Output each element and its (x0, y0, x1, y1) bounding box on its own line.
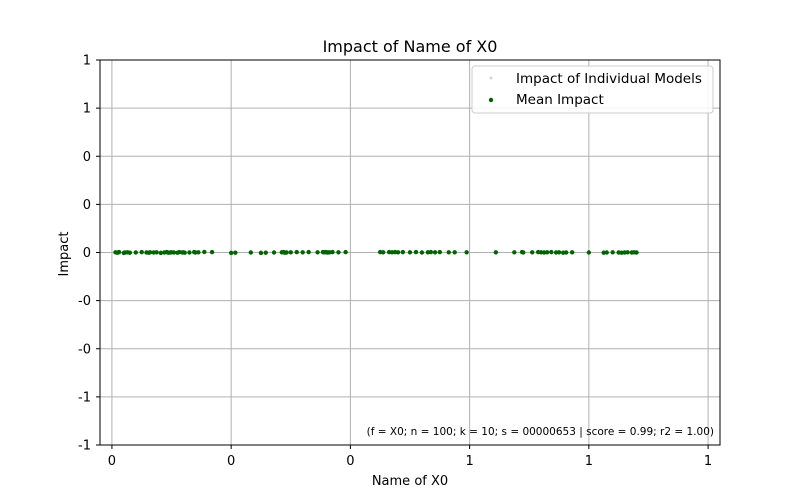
mean-impact-point (233, 250, 238, 255)
mean-impact-point (228, 250, 234, 256)
mean-impact-point (315, 250, 320, 255)
chart-title: Impact of Name of X0 (323, 37, 498, 56)
mean-impact-point (407, 250, 413, 255)
mean-impact-point (521, 250, 526, 255)
x-tick-label: 0 (227, 454, 235, 469)
mean-impact-point (202, 249, 207, 255)
x-axis-label: Name of X0 (372, 474, 448, 489)
axis-ticks: 0 0 0 1 1 1 1 1 0 0 0 -0 -0 -1 -1 (78, 54, 712, 470)
y-tick-label: 1 (83, 54, 91, 69)
mean-impact-point (139, 249, 144, 255)
mean-impact-point (400, 249, 406, 255)
model-stats-annotation: (f = X0; n = 100; k = 10; s = 00000653 |… (367, 426, 714, 438)
mean-impact-point (452, 250, 457, 255)
mean-impact-point (549, 249, 554, 255)
mean-impact-point (182, 250, 187, 255)
mean-impact-point (248, 250, 254, 255)
y-tick-label: -1 (78, 439, 91, 454)
mean-impact-point (288, 250, 293, 255)
legend-label-mean: Mean Impact (516, 92, 604, 108)
y-axis-label: Impact (57, 232, 72, 277)
legend-box (471, 65, 714, 114)
mean-impact-point (419, 250, 425, 255)
legend: Impact of Individual Models Mean Impact (471, 65, 714, 114)
mean-impact-point (284, 250, 289, 255)
mean-impact-point (446, 250, 451, 255)
y-tick-label: 0 (83, 198, 91, 213)
y-tick-label: 0 (83, 150, 91, 165)
y-tick-label: 0 (83, 246, 91, 261)
mean-impact-point (263, 250, 268, 255)
mean-impact-point (556, 250, 562, 255)
mean-impact-point (569, 250, 575, 255)
mean-impact-point (209, 249, 215, 255)
mean-impact-point (544, 250, 550, 255)
mean-impact-point (154, 250, 159, 255)
mean-impact-point (196, 250, 201, 255)
x-tick-label: 1 (465, 454, 473, 469)
x-tick-label: 1 (704, 454, 712, 469)
mean-impact-point (493, 250, 499, 255)
mean-impact-point (294, 249, 299, 255)
mean-impact-point (258, 250, 264, 256)
legend-label-individual: Impact of Individual Models (516, 71, 702, 87)
mean-impact-point (530, 250, 535, 255)
y-tick-label: -1 (78, 390, 91, 405)
mean-impact-point (563, 250, 569, 255)
y-tick-label: -0 (78, 294, 91, 309)
y-tick-label: -0 (78, 342, 91, 357)
mean-impact-point (343, 249, 348, 255)
x-tick-label: 0 (346, 454, 354, 469)
x-tick-label: 1 (585, 454, 593, 469)
mean-impact-point (634, 250, 639, 255)
mean-impact-point (127, 250, 133, 255)
mean-impact-point (610, 250, 615, 255)
legend-marker-individual (489, 76, 493, 80)
mean-impact-point (395, 250, 401, 255)
mean-impact-point (604, 250, 609, 255)
mean-impact-point (380, 250, 386, 255)
mean-impact-point (625, 250, 630, 255)
mean-impact-point (158, 250, 164, 256)
mean-impact-point (336, 250, 341, 255)
mean-impact-point (133, 250, 138, 255)
y-tick-label: 1 (83, 102, 91, 117)
mean-impact-point (300, 250, 305, 255)
mean-impact-point (271, 250, 277, 255)
mean-impact-point (171, 250, 177, 255)
mean-impact-point (413, 249, 419, 255)
mean-impact-point (306, 249, 311, 255)
data-points (113, 249, 639, 256)
mean-impact-point (432, 250, 438, 255)
mean-impact-point (512, 250, 517, 255)
mean-impact-point (147, 250, 153, 255)
mean-impact-point (437, 249, 443, 255)
mean-impact-point (464, 250, 469, 255)
mean-impact-point (187, 250, 192, 255)
mean-impact-point (428, 249, 434, 255)
mean-impact-point (586, 250, 592, 255)
mean-impact-point (116, 249, 122, 255)
legend-marker-mean (488, 97, 494, 103)
mean-impact-point (330, 249, 335, 255)
x-tick-label: 0 (108, 454, 116, 469)
